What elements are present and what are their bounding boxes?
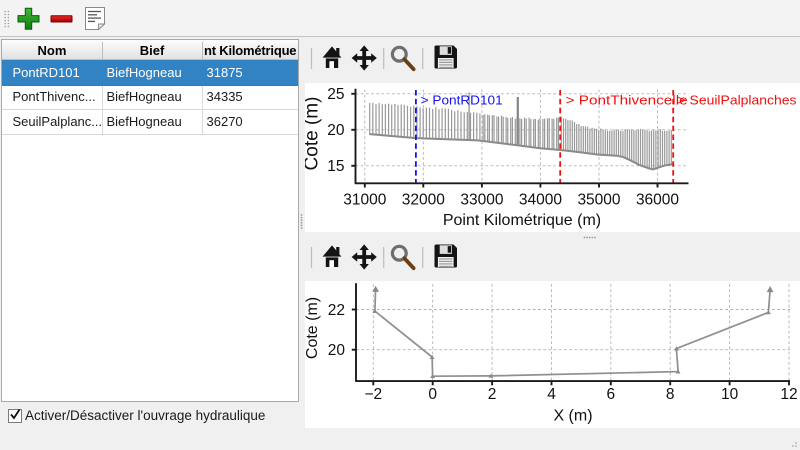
svg-text:> SeuilPalplanches: > SeuilPalplanches — [678, 93, 798, 108]
svg-text:35000: 35000 — [577, 192, 620, 209]
svg-text:> PontRD101: > PontRD101 — [421, 93, 503, 108]
svg-text:31000: 31000 — [343, 192, 386, 209]
svg-text:8: 8 — [666, 386, 675, 403]
svg-text:22: 22 — [328, 302, 345, 319]
svg-text:33000: 33000 — [460, 192, 503, 209]
svg-text:10: 10 — [721, 386, 739, 403]
svg-text:6: 6 — [606, 386, 615, 403]
svg-text:0: 0 — [428, 386, 437, 403]
svg-text:> PontThivencelle: > PontThivencelle — [566, 93, 688, 108]
svg-text:20: 20 — [328, 342, 346, 359]
svg-text:2: 2 — [488, 386, 497, 403]
svg-text:Cote (m): Cote (m) — [305, 97, 323, 171]
svg-text:32000: 32000 — [402, 192, 445, 209]
svg-text:Cote (m): Cote (m) — [305, 297, 321, 359]
svg-text:X (m): X (m) — [553, 408, 592, 425]
svg-text:12: 12 — [780, 386, 797, 403]
svg-text:36000: 36000 — [636, 192, 679, 209]
svg-text:−2: −2 — [364, 386, 382, 403]
svg-text:4: 4 — [547, 386, 556, 403]
svg-text:25: 25 — [327, 86, 344, 103]
svg-text:34000: 34000 — [519, 192, 562, 209]
svg-text:20: 20 — [327, 122, 345, 139]
svg-text:15: 15 — [327, 158, 344, 175]
svg-text:Point Kilométrique (m): Point Kilométrique (m) — [443, 212, 601, 229]
